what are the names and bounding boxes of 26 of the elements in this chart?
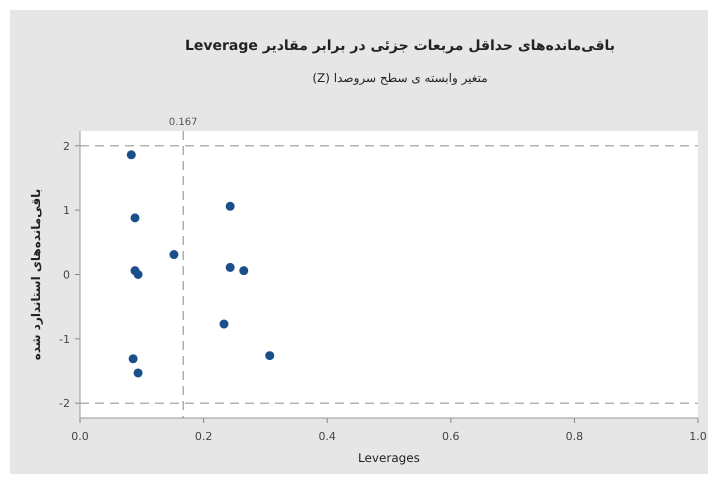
point bbox=[169, 250, 178, 260]
x-tick-label: 0.0 bbox=[71, 430, 89, 443]
point bbox=[128, 354, 138, 364]
y-tick-label: -1 bbox=[59, 332, 70, 346]
x-axis-title: Leverages bbox=[358, 451, 420, 465]
point bbox=[219, 320, 228, 329]
point bbox=[130, 213, 140, 222]
ref-line-label: 0.167 bbox=[168, 117, 198, 128]
x-tick-label: 0.4 bbox=[318, 430, 336, 443]
y-tick-label: 1 bbox=[63, 204, 70, 218]
x-tick-label: 0.8 bbox=[566, 430, 584, 443]
x-tick-label: 1.0 bbox=[689, 430, 707, 443]
y-axis-title: باقی‌مانده‌های استاندارد شده bbox=[29, 188, 43, 360]
point bbox=[226, 262, 235, 272]
x-tick-label: 0.6 bbox=[442, 430, 460, 443]
point bbox=[134, 368, 143, 378]
x-tick-label: 0.2 bbox=[194, 430, 212, 443]
point bbox=[126, 150, 136, 160]
chart-subtitle: متغیر وابسته ی سطح سروصدا (Z) bbox=[312, 71, 488, 85]
y-tick-label: 2 bbox=[63, 140, 70, 153]
y-tick-label: -2 bbox=[59, 397, 70, 410]
point bbox=[226, 202, 235, 211]
point bbox=[134, 270, 143, 279]
point bbox=[239, 266, 248, 276]
point bbox=[265, 351, 274, 360]
y-tick-label: 0 bbox=[63, 268, 70, 282]
